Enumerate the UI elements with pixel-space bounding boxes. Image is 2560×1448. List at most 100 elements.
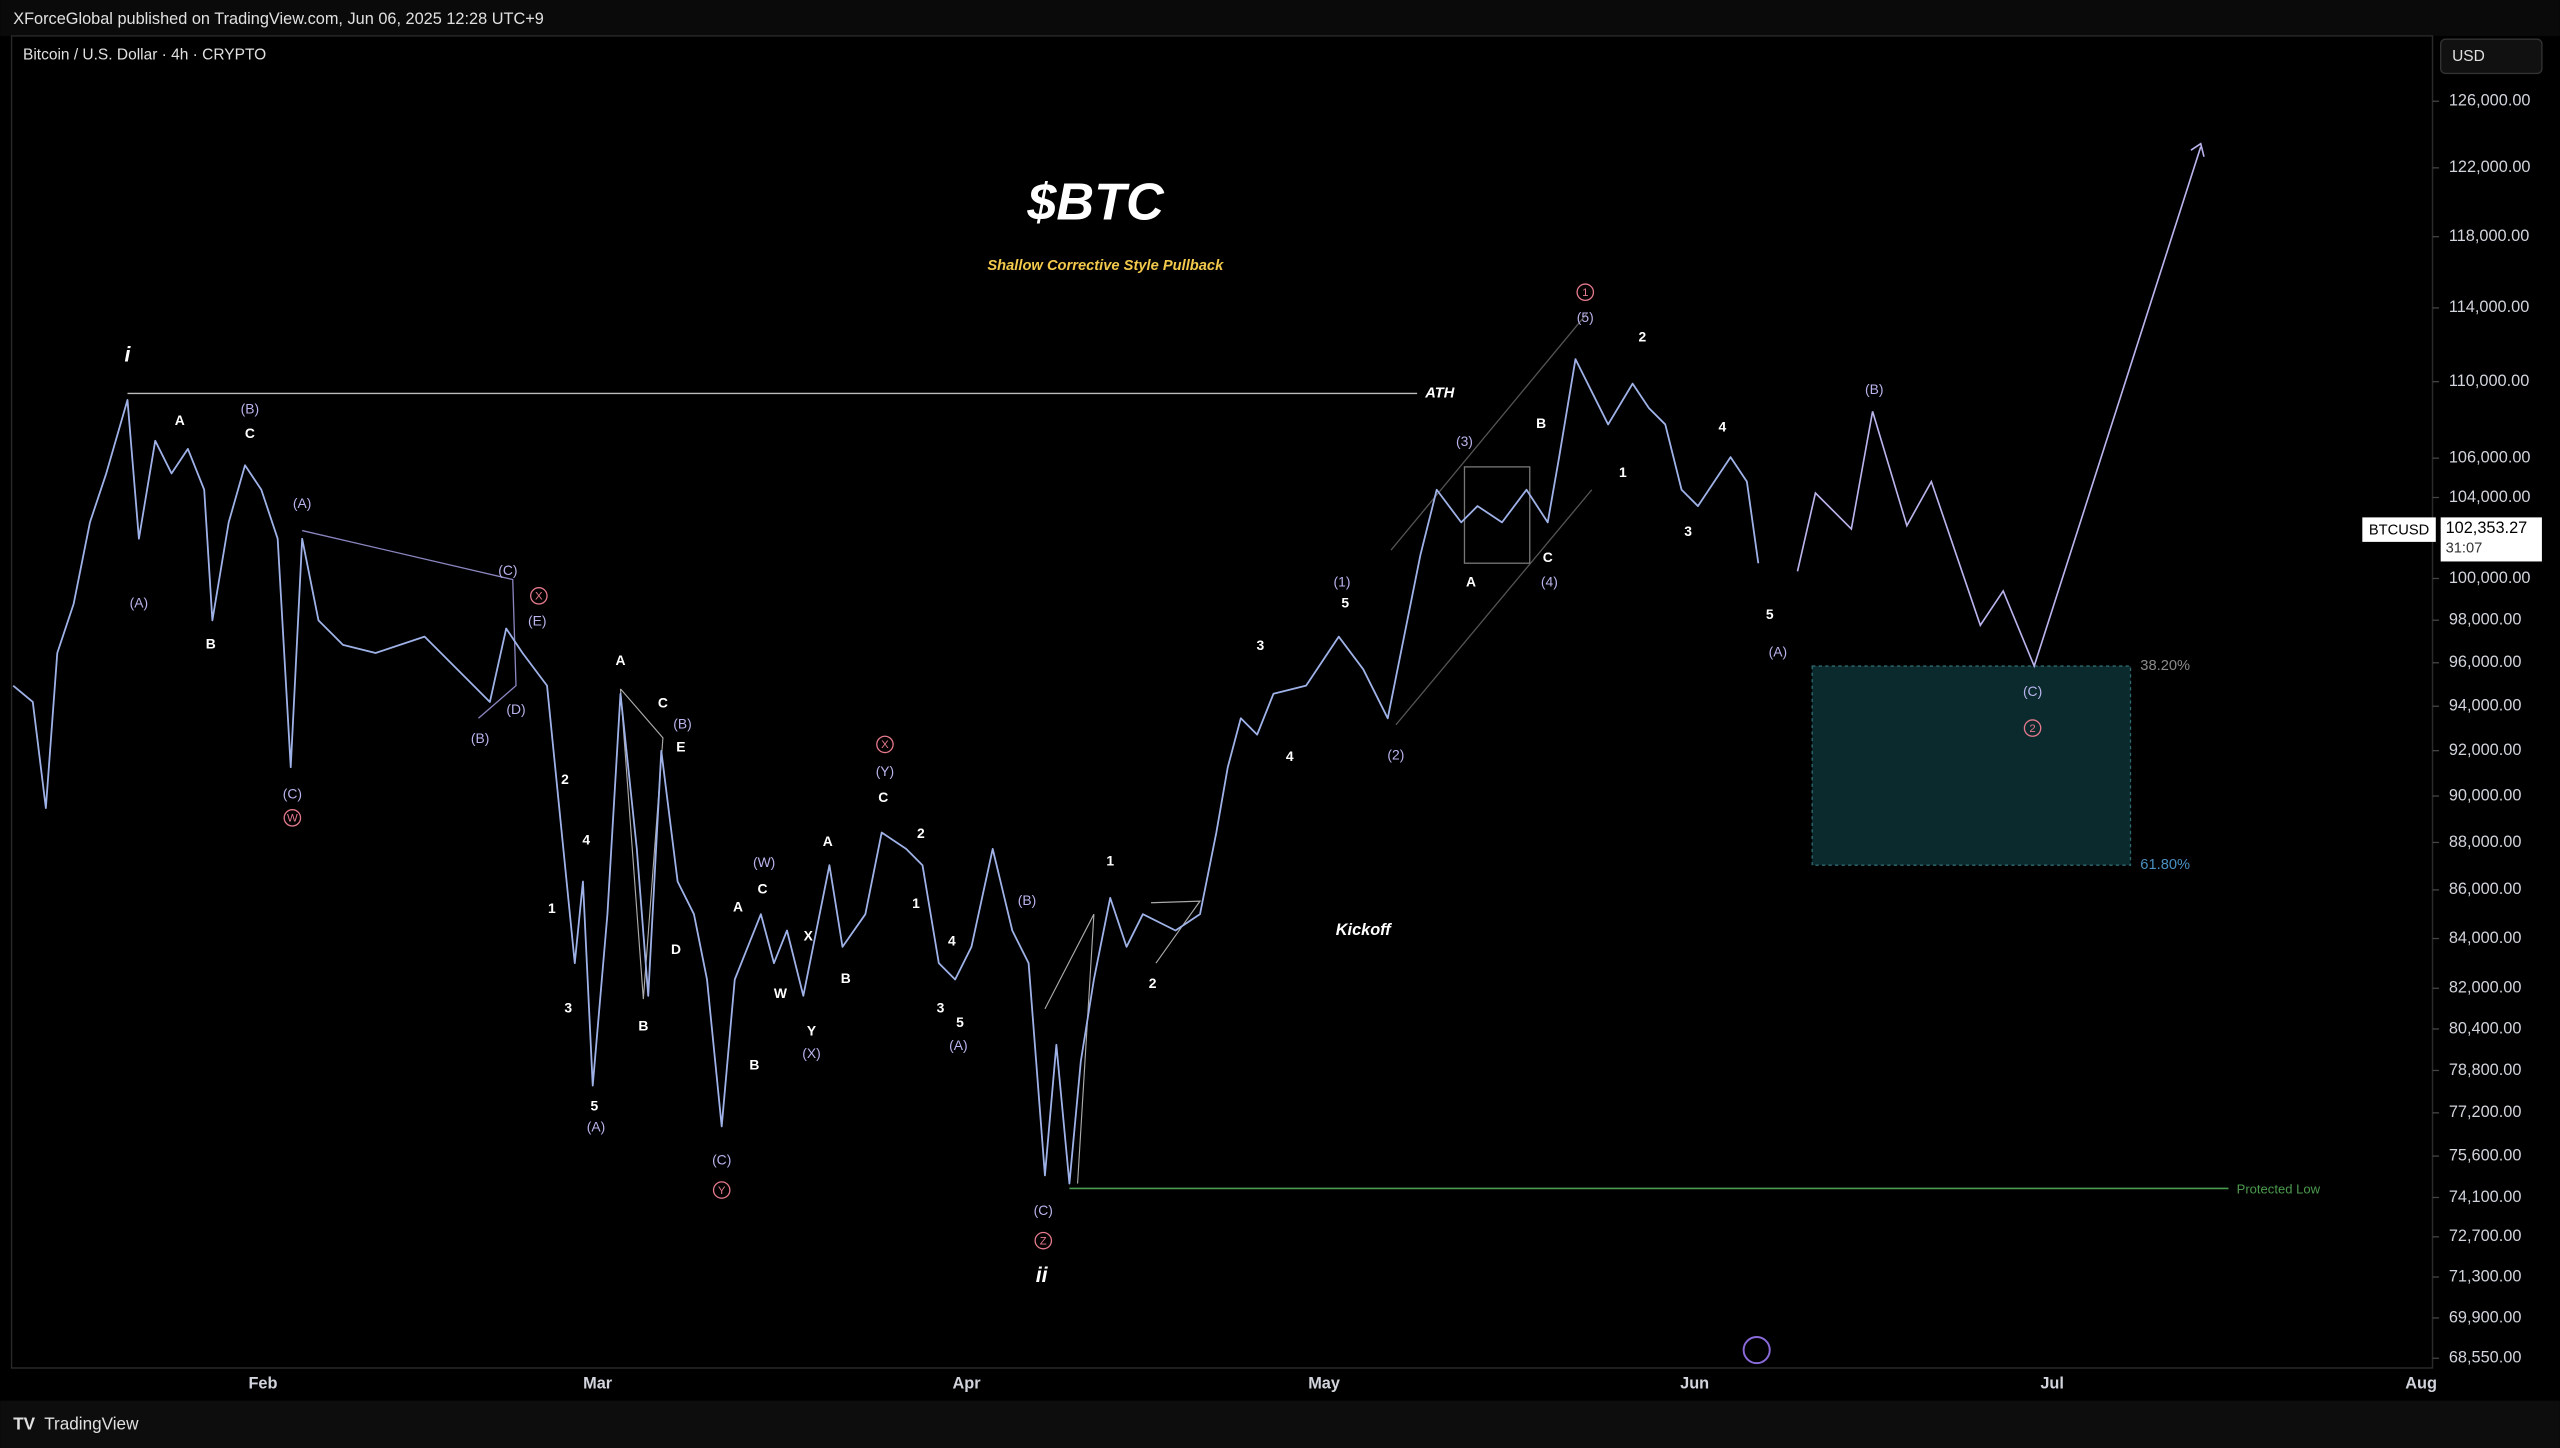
wave-label: X [881,739,889,751]
wave-circle [530,587,548,605]
wave-circle [1576,283,1595,302]
projection-path [1796,146,2202,669]
y-tick-label: 122,000.00 [2449,158,2531,176]
x-tick-label: Jul [2040,1375,2064,1393]
wave-circle [876,735,894,754]
y-tick-label: 100,000.00 [2449,569,2531,587]
wave-label: (C) [283,786,302,802]
protected-low-label: Protected Low [2237,1182,2321,1197]
y-tick-label: 98,000.00 [2449,611,2522,629]
wave-label: B [638,1017,648,1033]
wave-circle [283,809,302,827]
wave-label: A [175,412,185,428]
wave-label: 5 [1766,606,1774,622]
wave-label: 3 [937,1000,945,1016]
y-tick-label: 114,000.00 [2449,298,2529,316]
icon[interactable] [1742,1336,1771,1365]
wave-label: (C) [498,562,517,578]
wave-label: D [671,941,681,957]
y-tick-label: 68,550.00 [2449,1349,2522,1367]
wave-label: i [125,343,132,366]
x-tick-label: Aug [2405,1375,2437,1393]
wave-label: B [749,1057,759,1073]
wave-label: (C) [712,1151,731,1167]
y-tick-label: 106,000.00 [2449,448,2531,466]
wave-label: (B) [241,400,259,416]
pattern-line [1151,900,1202,964]
subtitle: Shallow Corrective Style Pullback [987,258,1224,274]
wave-label: C [757,880,767,896]
wave-label: (B) [673,715,691,731]
wave-label: 5 [591,1097,599,1113]
wave-label: (A) [949,1037,967,1053]
y-tick-label: 104,000.00 [2449,488,2531,506]
wave-label: W [287,813,298,825]
wave-label: 1 [1582,287,1588,299]
wave-label: 2 [1149,975,1157,991]
wave-label: 4 [1719,418,1727,434]
consolidation-box [1463,466,1531,564]
wave-label: 1 [912,895,920,911]
wave-label: (Y) [876,763,894,779]
wave-label: (C) [2023,683,2042,699]
triangle-line [302,529,517,719]
y-tick-label: 88,000.00 [2449,833,2522,851]
wave-label: (W) [753,854,775,870]
wave-label: (X) [802,1045,820,1061]
wave-label: (B) [1018,892,1036,908]
x-tick-label: May [1308,1375,1340,1393]
wave-label: 3 [1684,523,1692,539]
wave-label: (2) [1387,746,1404,762]
kickoff-label: Kickoff [1336,921,1393,939]
symbol-box [2362,517,2436,542]
wave-label: (5) [1577,309,1594,325]
wave-circle [2023,719,2042,737]
projection-arrow [2190,142,2205,157]
last-price: 102,353.27 [2446,519,2528,537]
wave-label: W [774,985,788,1001]
wave-label: (D) [506,701,525,717]
wave-label: 4 [582,831,590,847]
wave-label: (A) [130,595,148,611]
y-tick-label: 126,000.00 [2449,92,2531,110]
y-tick-label: 69,900.00 [2449,1308,2522,1326]
brand-logo: TV [13,1414,35,1434]
y-tick-label: 86,000.00 [2449,880,2522,898]
wave-label: (A) [1769,644,1787,660]
fib-label: 61.80% [2140,857,2190,873]
fib-zone [1811,665,2132,866]
wave-label: C [245,425,255,441]
symbol-tag: BTCUSD [2369,522,2429,538]
wave-circle [712,1181,731,1199]
y-tick-label: 74,100.00 [2449,1188,2522,1206]
channel-line [1390,313,1588,551]
wave-label: (A) [587,1119,605,1135]
y-tick-label: 80,400.00 [2449,1019,2522,1037]
x-tick-label: Mar [583,1375,613,1393]
wave-label: Y [718,1185,726,1197]
wave-label: 2 [561,771,569,787]
wave-label: C [1543,549,1553,565]
wave-label: A [823,833,833,849]
y-tick-label: 110,000.00 [2449,372,2529,390]
currency-button[interactable] [2440,38,2543,75]
price-path [12,358,1760,1185]
wave-label: A [733,898,743,914]
wave-label: 4 [1286,748,1294,764]
y-tick-label: 77,200.00 [2449,1103,2522,1121]
ath-label: ATH [1424,385,1454,401]
wave-label: ii [1036,1264,1049,1287]
y-tick-label: 84,000.00 [2449,929,2522,947]
last-price-box [2440,517,2542,562]
wave-label: (1) [1334,573,1351,589]
wave-label: 4 [948,933,956,949]
wave-label: Y [807,1022,817,1038]
wave-label: X [535,591,543,603]
wave-label: 3 [564,1000,572,1016]
fib-label: 38.20% [2140,658,2190,674]
wave-label: B [206,635,216,651]
wave-circle [1034,1231,1053,1250]
wave-label: 2 [2029,723,2035,735]
y-tick-label: 94,000.00 [2449,697,2522,715]
channel-line [1395,489,1593,726]
